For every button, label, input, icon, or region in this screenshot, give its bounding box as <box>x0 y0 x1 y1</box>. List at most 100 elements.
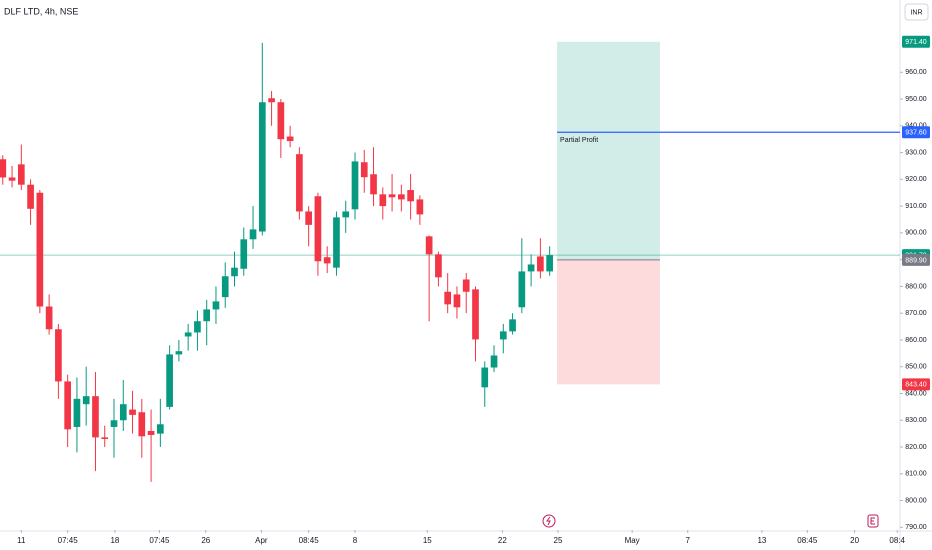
y-tick-label: 810.00 <box>905 471 927 478</box>
candle-body <box>527 264 535 272</box>
candle-body <box>231 267 238 277</box>
y-tick-label: 850.00 <box>905 364 927 371</box>
y-tick-label: 840.00 <box>905 390 927 397</box>
profit-zone <box>557 41 660 260</box>
candle-body <box>398 194 405 200</box>
candle-body <box>277 102 285 140</box>
x-tick-label: 11 <box>17 536 26 545</box>
candle-body <box>518 271 526 308</box>
x-tick-label: 8 <box>353 536 358 545</box>
earnings-icon[interactable] <box>867 514 879 528</box>
dividend-glyph <box>546 516 551 526</box>
y-tick-label: 800.00 <box>905 497 927 504</box>
y-tick-label: 860.00 <box>905 337 927 344</box>
candle-body <box>472 289 479 340</box>
earnings-glyph <box>870 517 875 525</box>
candle-body <box>166 354 173 407</box>
price-tag-label: 843.40 <box>905 382 927 389</box>
candle-body <box>175 351 183 355</box>
candle-body <box>194 321 201 333</box>
candle-body <box>425 236 433 255</box>
candle-body <box>296 154 303 212</box>
candle-body <box>342 211 350 218</box>
x-tick-label: Apr <box>255 536 268 545</box>
x-tick-label: 08:45 <box>299 536 320 545</box>
candle-body <box>249 229 257 240</box>
candle-body <box>379 194 387 207</box>
candle-body <box>481 367 489 388</box>
price-tag-label: 937.60 <box>905 130 927 137</box>
price-tag-label: 971.40 <box>905 39 927 46</box>
candle-body <box>323 257 331 264</box>
chart-title: DLF LTD, 4h, NSE <box>4 6 78 16</box>
candle-body <box>360 162 368 178</box>
candle-body <box>268 98 275 103</box>
candle-body <box>499 331 507 340</box>
x-tick-label: 7 <box>686 536 691 545</box>
candle-body <box>509 319 516 332</box>
candle-body <box>240 239 248 269</box>
x-tick-label: 18 <box>110 536 119 545</box>
candle-body <box>407 190 414 202</box>
x-tick-label: 08:45 <box>797 536 818 545</box>
x-tick-label: 15 <box>423 536 432 545</box>
currency[interactable]: INR <box>910 9 922 16</box>
candle-body <box>92 396 99 438</box>
candle-body <box>546 255 553 272</box>
price-tag <box>902 126 930 139</box>
plot: Partial Profit <box>0 41 900 482</box>
loss-zone <box>557 259 660 385</box>
x-tick-label: 07:45 <box>149 536 170 545</box>
x-tick-label: 07:45 <box>58 536 79 545</box>
candle-body <box>36 192 44 307</box>
y-tick-label: 940.00 <box>905 123 927 130</box>
price-tag <box>902 35 930 48</box>
y-tick-label: 920.00 <box>905 176 927 183</box>
candle-body <box>27 184 34 209</box>
candle-body <box>55 329 62 382</box>
y-tick-label: 950.00 <box>905 96 927 103</box>
candle-body <box>314 196 322 262</box>
candle-body <box>8 177 16 181</box>
candle-body <box>129 409 136 415</box>
x-tick-label: 25 <box>554 536 563 545</box>
y-tick-label: 870.00 <box>905 310 927 317</box>
candle-body <box>490 355 498 368</box>
y-tick-label: 830.00 <box>905 417 927 424</box>
candle-body <box>212 301 220 310</box>
candle-body <box>333 217 340 268</box>
candle-body <box>370 174 377 195</box>
candle-body <box>444 291 452 305</box>
dividend-icon[interactable] <box>542 514 556 528</box>
candle-body <box>258 102 266 232</box>
candle-body <box>221 276 229 298</box>
candle-body <box>138 412 146 437</box>
candle-body <box>184 332 192 337</box>
candle-body <box>537 256 544 272</box>
candle-body <box>305 211 312 225</box>
candle-body <box>351 161 359 210</box>
candle-body <box>110 420 118 427</box>
candle-body <box>462 279 470 292</box>
candle-body <box>17 164 25 185</box>
y-tick-label: 930.00 <box>905 149 927 156</box>
y-tick-label: 820.00 <box>905 444 927 451</box>
x-tick-label: May <box>625 536 640 545</box>
candle-body <box>203 309 211 322</box>
candle-body <box>453 294 461 308</box>
candle-body <box>101 437 109 439</box>
y-tick-label: 790.00 <box>905 524 927 531</box>
x-tick-label: 13 <box>757 536 766 545</box>
candle-body <box>286 136 294 142</box>
currency-button[interactable] <box>904 3 929 21</box>
x-tick-label: 20 <box>850 536 859 545</box>
candle-body <box>147 430 155 435</box>
y-tick-label: 910.00 <box>905 203 927 210</box>
candle-body <box>73 398 81 427</box>
candle-body <box>0 159 7 178</box>
x-tick-label: 08:4 <box>889 536 905 545</box>
candle-body <box>119 404 127 421</box>
price-tag <box>902 253 930 266</box>
candle-body <box>64 381 71 430</box>
